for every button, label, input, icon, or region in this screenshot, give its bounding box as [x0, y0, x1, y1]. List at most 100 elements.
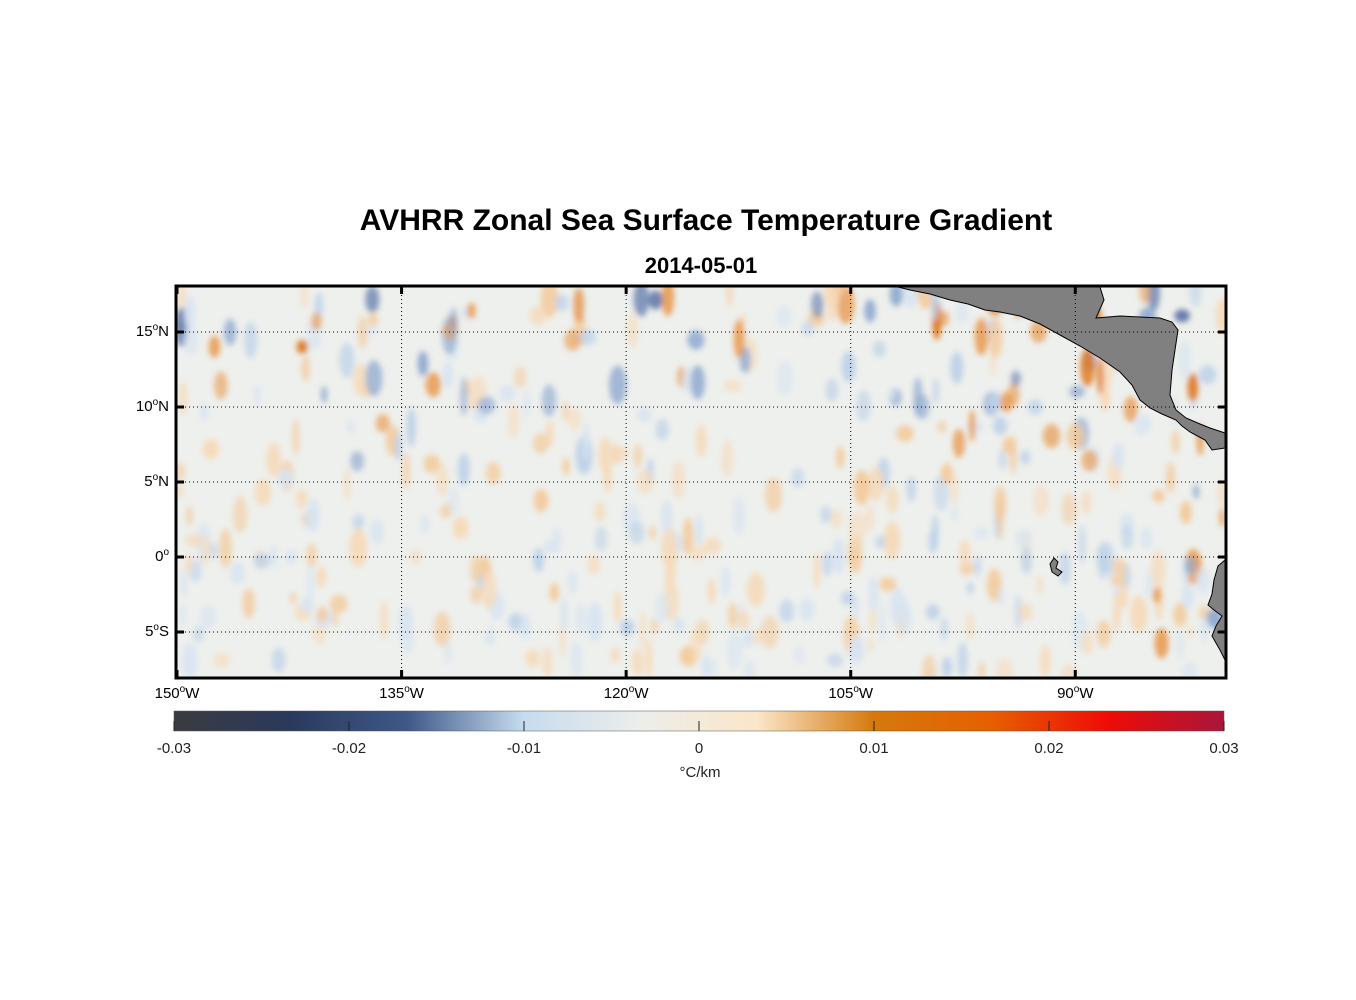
- gradient-feature: [1069, 385, 1085, 398]
- gradient-feature: [655, 592, 669, 623]
- gradient-feature: [213, 653, 231, 668]
- gradient-feature: [199, 403, 209, 421]
- gradient-feature: [1112, 442, 1125, 470]
- gradient-feature: [610, 647, 620, 664]
- gradient-feature: [202, 439, 220, 460]
- gradient-feature: [177, 287, 187, 310]
- gradient-feature: [578, 329, 597, 345]
- gradient-feature: [690, 626, 702, 662]
- gradient-feature: [1014, 594, 1023, 630]
- gradient-feature: [925, 604, 940, 620]
- lat-tick-label: 10oN: [135, 397, 169, 415]
- gradient-feature: [352, 514, 365, 530]
- gradient-feature: [1058, 551, 1071, 586]
- gradient-feature: [873, 340, 886, 358]
- gradient-feature: [564, 330, 581, 351]
- galapagos-island: [1049, 557, 1063, 577]
- gradient-feature: [690, 544, 706, 561]
- gradient-feature: [467, 302, 476, 319]
- gradient-feature: [253, 552, 270, 569]
- gradient-feature: [1175, 631, 1185, 659]
- gradient-feature: [563, 457, 570, 476]
- gradient-feature: [627, 312, 638, 349]
- colorbar-tick-label: 0.01: [859, 740, 889, 757]
- gradient-feature: [1109, 558, 1128, 589]
- gradient-feature: [779, 599, 795, 623]
- gradient-feature: [1078, 524, 1086, 564]
- gradient-feature: [831, 509, 842, 530]
- gradient-feature: [775, 305, 793, 328]
- gradient-feature: [395, 431, 402, 462]
- gradient-feature: [1124, 563, 1131, 590]
- south-america-land: [1207, 559, 1225, 661]
- gradient-feature: [329, 594, 348, 614]
- gradient-feature: [820, 506, 832, 524]
- gradient-feature: [1198, 365, 1217, 385]
- gradient-feature: [574, 603, 587, 634]
- gradient-feature: [368, 312, 379, 327]
- gradient-feature: [931, 514, 939, 551]
- gradient-feature: [457, 453, 470, 486]
- gradient-feature: [878, 604, 886, 643]
- gradient-feature: [380, 600, 388, 640]
- gradient-feature: [1151, 551, 1166, 587]
- gradient-feature: [869, 608, 877, 634]
- gradient-feature: [321, 386, 328, 403]
- lon-tick-label: 105oW: [828, 684, 874, 702]
- gradient-feature: [230, 561, 245, 585]
- gradient-feature: [481, 571, 497, 610]
- gradient-feature: [1015, 529, 1032, 549]
- gradient-feature: [973, 556, 982, 577]
- gradient-feature: [655, 418, 669, 441]
- gradient-feature: [508, 612, 523, 631]
- gradient-feature: [587, 555, 600, 575]
- gradient-feature: [650, 618, 659, 635]
- gradient-feature: [957, 642, 968, 677]
- gradient-feature: [1215, 297, 1225, 335]
- gradient-feature: [331, 607, 339, 627]
- lat-tick-label: 15oN: [135, 322, 169, 340]
- gradient-feature: [864, 299, 876, 323]
- lon-tick-label: 120oW: [603, 684, 649, 702]
- gradient-feature: [244, 321, 258, 359]
- gradient-feature: [633, 287, 650, 317]
- gradient-feature: [913, 377, 923, 416]
- gradient-feature: [296, 488, 308, 509]
- gradient-feature: [848, 511, 866, 549]
- gradient-feature: [567, 570, 578, 595]
- gradient-feature: [742, 630, 754, 648]
- gradient-feature: [811, 291, 824, 319]
- gradient-feature: [353, 364, 370, 396]
- gradient-feature: [1217, 479, 1225, 509]
- gradient-feature: [822, 551, 833, 577]
- gradient-feature: [1140, 526, 1153, 550]
- gradient-feature: [209, 543, 218, 559]
- gradient-feature: [879, 577, 897, 592]
- gradient-feature: [765, 477, 782, 513]
- gradient-feature: [733, 319, 745, 359]
- gradient-feature: [649, 525, 657, 541]
- gradient-feature: [867, 467, 884, 501]
- gradient-feature: [619, 619, 635, 636]
- gradient-feature: [370, 519, 384, 545]
- gradient-feature: [514, 366, 527, 388]
- gradient-feature: [357, 316, 368, 349]
- gradient-feature: [182, 324, 199, 356]
- gradient-feature: [540, 287, 559, 318]
- gradient-feature: [551, 527, 562, 554]
- gradient-feature: [841, 351, 856, 383]
- gradient-feature: [434, 611, 451, 647]
- gradient-feature: [950, 473, 959, 505]
- gradient-feature: [814, 551, 821, 589]
- gradient-feature: [443, 360, 453, 389]
- gradient-feature: [721, 439, 734, 477]
- gradient-feature: [1082, 490, 1091, 515]
- gradient-feature: [525, 649, 540, 668]
- gradient-feature: [864, 504, 875, 532]
- gradient-feature: [375, 414, 390, 433]
- gradient-feature: [519, 613, 530, 640]
- gradient-feature: [292, 418, 300, 457]
- gradient-feature: [185, 553, 193, 573]
- gradient-feature: [484, 628, 496, 647]
- gradient-feature: [1139, 287, 1151, 305]
